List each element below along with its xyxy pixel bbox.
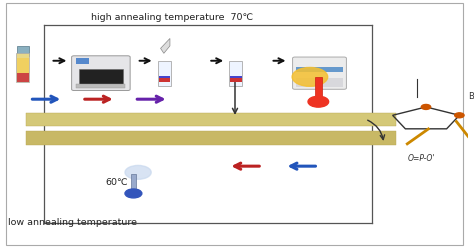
FancyBboxPatch shape <box>72 56 130 91</box>
Bar <box>159 78 170 82</box>
Bar <box>18 58 28 73</box>
Bar <box>18 73 28 82</box>
Bar <box>131 174 136 193</box>
Circle shape <box>308 96 328 107</box>
Bar <box>315 77 321 102</box>
FancyBboxPatch shape <box>292 57 346 89</box>
Circle shape <box>125 189 142 198</box>
Bar <box>79 69 123 84</box>
Bar <box>18 46 28 56</box>
Bar <box>17 53 29 82</box>
Bar <box>229 61 243 86</box>
Bar <box>158 61 171 86</box>
Bar <box>76 84 126 88</box>
Bar <box>296 67 343 72</box>
Polygon shape <box>161 38 170 53</box>
Text: 60℃: 60℃ <box>105 178 128 187</box>
Text: high annealing temperature  70℃: high annealing temperature 70℃ <box>91 13 254 22</box>
Circle shape <box>125 165 151 179</box>
Bar <box>159 76 170 78</box>
Circle shape <box>421 104 431 109</box>
Text: B: B <box>468 92 474 101</box>
Text: low annealing temperature: low annealing temperature <box>9 218 137 227</box>
Circle shape <box>455 113 464 118</box>
Text: O=P-O': O=P-O' <box>407 154 435 163</box>
Bar <box>26 113 396 126</box>
Bar <box>230 78 242 82</box>
Bar <box>296 78 343 87</box>
Bar <box>76 58 90 64</box>
Bar <box>230 76 242 78</box>
Bar <box>26 131 396 145</box>
Circle shape <box>292 67 328 86</box>
